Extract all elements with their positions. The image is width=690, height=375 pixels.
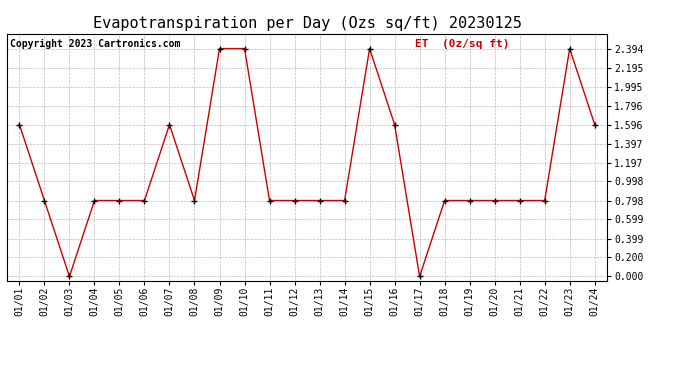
Title: Evapotranspiration per Day (Ozs sq/ft) 20230125: Evapotranspiration per Day (Ozs sq/ft) 2…	[92, 16, 522, 31]
Text: Copyright 2023 Cartronics.com: Copyright 2023 Cartronics.com	[10, 39, 180, 49]
Text: ET  (0z/sq ft): ET (0z/sq ft)	[415, 39, 510, 49]
